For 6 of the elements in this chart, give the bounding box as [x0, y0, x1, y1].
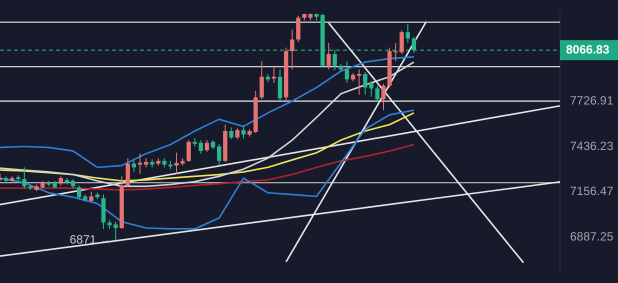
y-tick-label: 7436.23: [570, 138, 614, 153]
ref-line-label: 8066.83: [566, 42, 610, 56]
y-tick-label: 6887.25: [570, 230, 614, 244]
y-tick-label: 7726.91: [570, 93, 614, 108]
y-tick-label: 7156.47: [570, 184, 614, 198]
annotation: 6871 →: [70, 232, 112, 246]
